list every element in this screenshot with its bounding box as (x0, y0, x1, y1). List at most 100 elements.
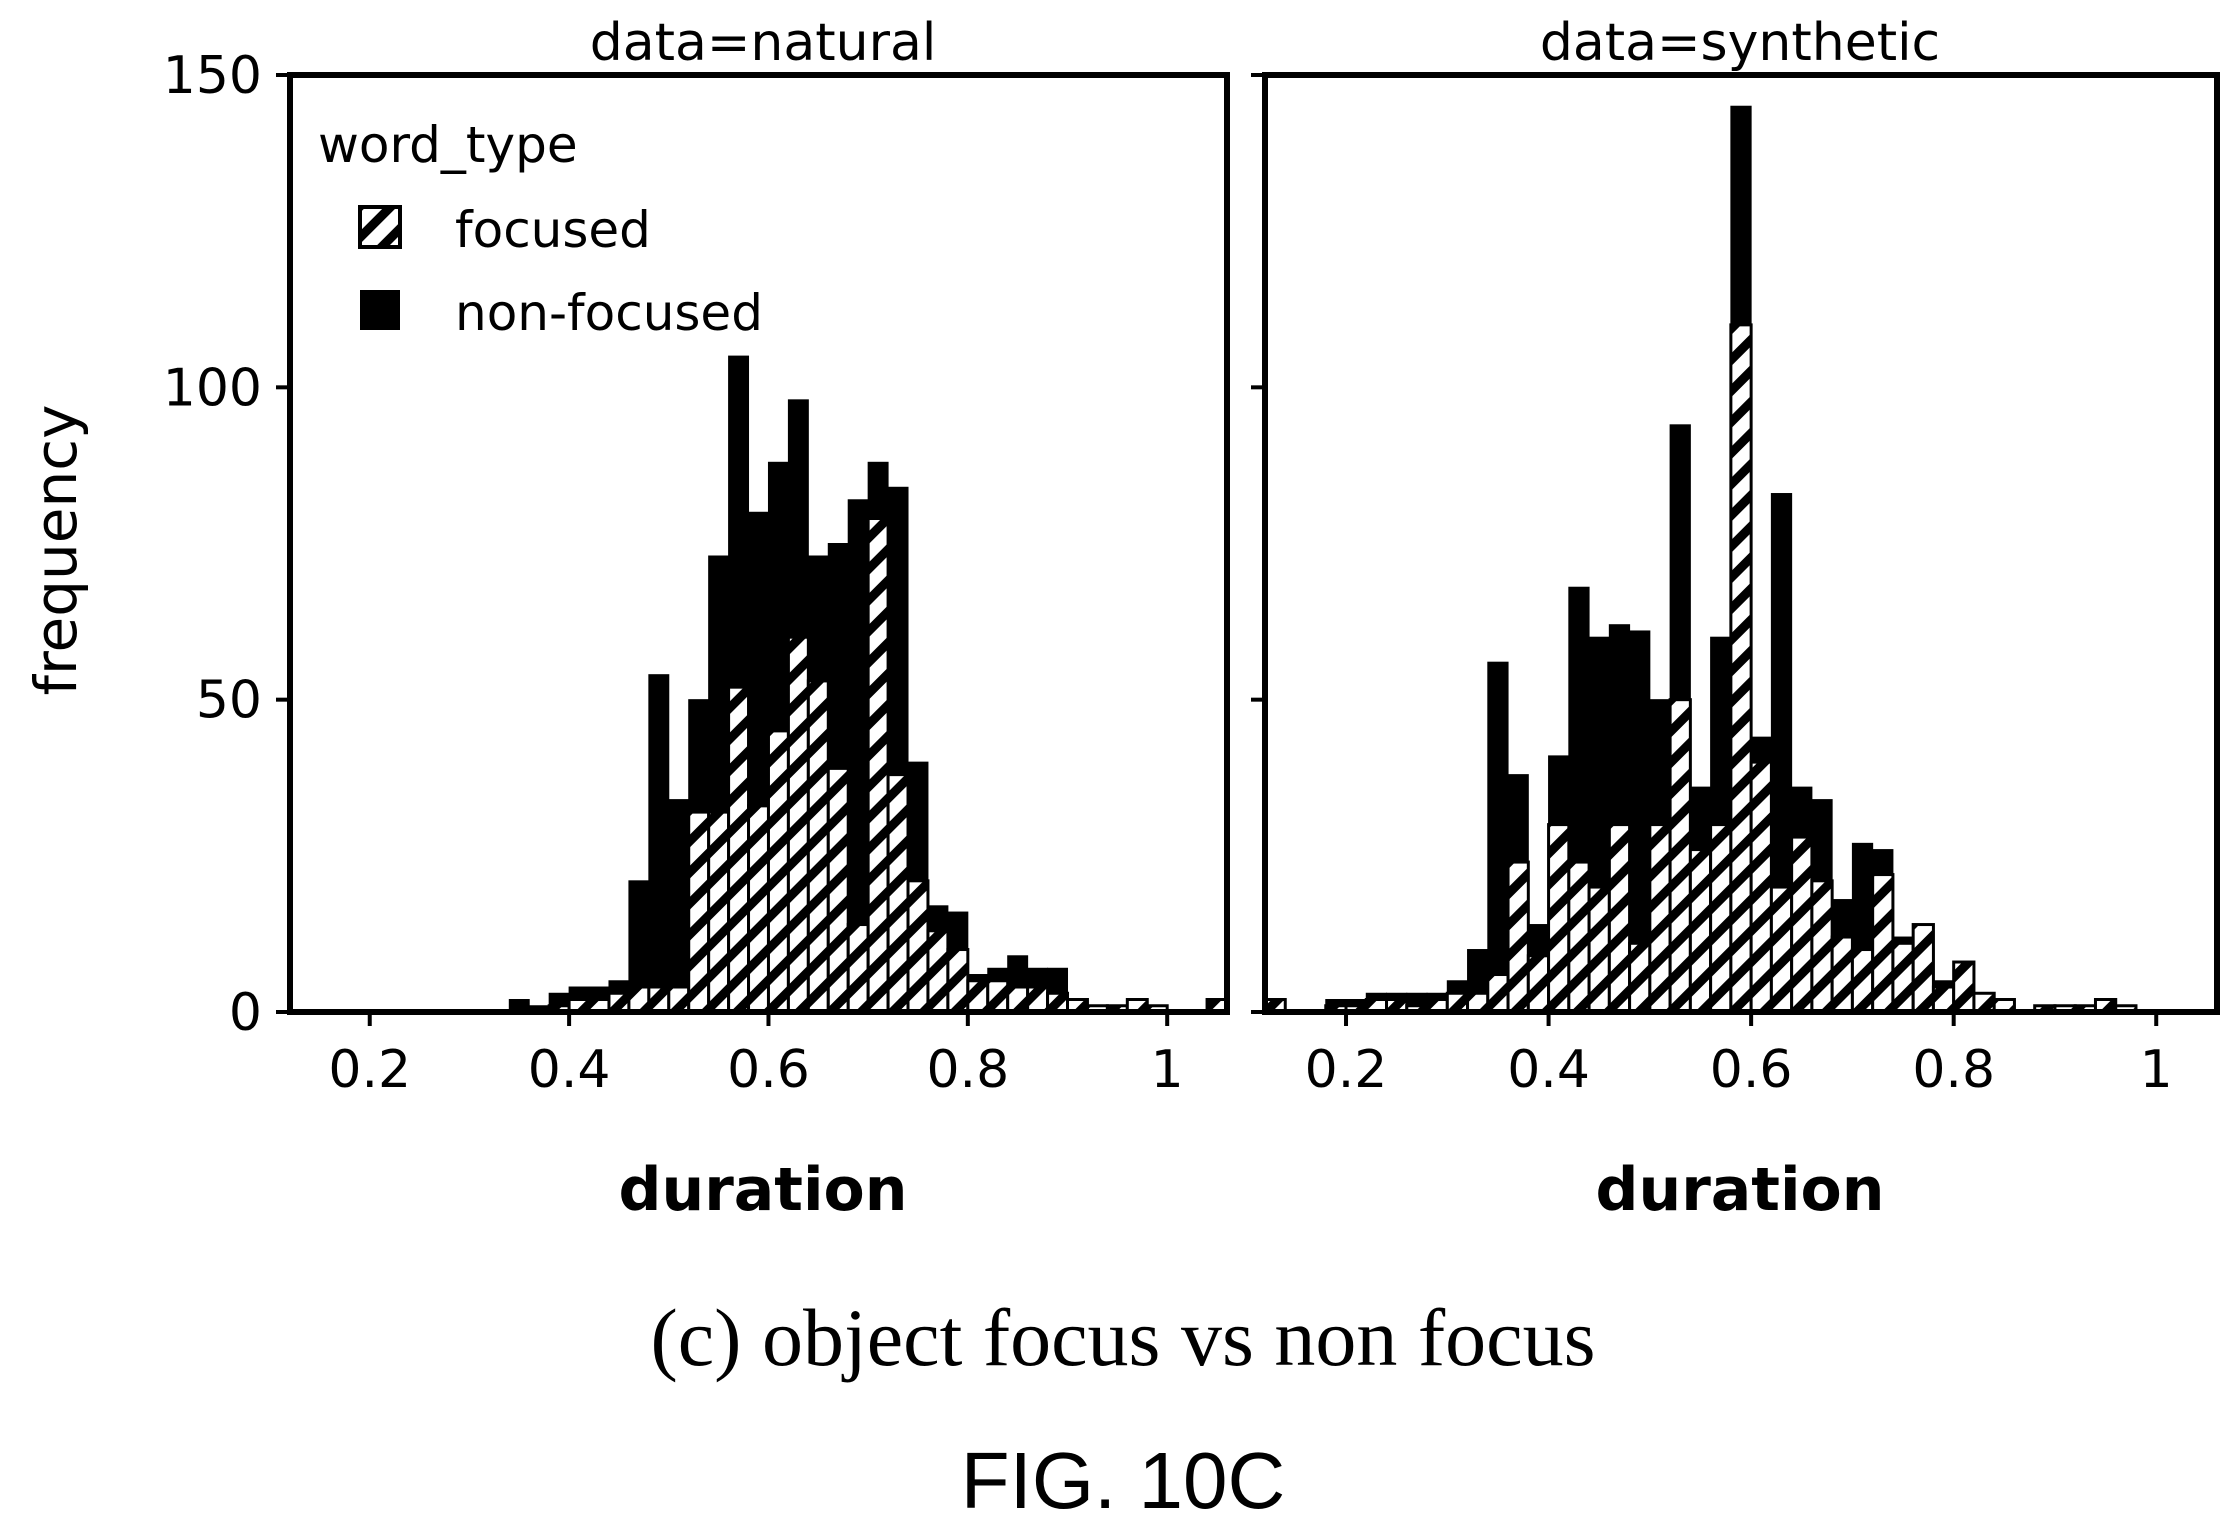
bar-non-focused (748, 511, 769, 807)
bar-focused (1668, 698, 1692, 1014)
bar-non-focused (947, 911, 969, 951)
bar-non-focused (1770, 493, 1793, 888)
x-tick-label: 0.8 (1912, 1040, 1995, 1100)
legend-swatch-focused (358, 205, 402, 249)
bar-non-focused (1669, 424, 1691, 701)
x-ticks: 0.2 0.4 0.6 0.8 1 (1305, 1012, 2173, 1100)
x-tick-label: 0.2 (1305, 1040, 1388, 1100)
bar-focused (806, 679, 830, 1014)
y-ticks: 0 50 100 150 (163, 46, 290, 1043)
legend-label-non-focused: non-focused (455, 284, 763, 342)
bar-focused (1871, 873, 1895, 1014)
legend: word_type focused non-focused (318, 116, 763, 342)
bar-non-focused (1588, 636, 1610, 888)
panel-synthetic: data=synthetic 0.2 0.4 0.6 0.8 1 duration (1251, 13, 2220, 1225)
bar-non-focused (708, 555, 730, 813)
bar-focused (1567, 860, 1591, 1014)
bar-non-focused (628, 880, 650, 988)
bar-focused (1026, 985, 1050, 1014)
bar-focused (1709, 823, 1733, 1014)
x-tick-label: 0.8 (926, 1040, 1009, 1100)
bar-non-focused (1932, 980, 1955, 988)
bar-focused (846, 923, 870, 1014)
bar-non-focused (1791, 786, 1813, 838)
bar-focused (687, 810, 711, 1014)
bar-non-focused (688, 699, 710, 813)
bar-focused (667, 985, 691, 1014)
bar-non-focused (1365, 992, 1388, 1001)
bar-non-focused (787, 399, 809, 638)
bar-focused (886, 773, 910, 1014)
bar-focused (1729, 323, 1753, 1014)
bar-non-focused (1345, 999, 1367, 1007)
bar-focused (1911, 923, 1935, 1014)
bars (508, 355, 1229, 1014)
y-tick-label: 50 (196, 671, 262, 731)
plot-frame (1262, 72, 2220, 1015)
bar-focused (1810, 879, 1834, 1014)
y-axis-label: frequency (22, 405, 90, 696)
panel-title: data=natural (590, 13, 937, 73)
bar-non-focused (728, 355, 750, 688)
bar-non-focused (1325, 999, 1347, 1007)
x-tick-label: 1 (2140, 1040, 2173, 1100)
bar-non-focused (648, 674, 670, 988)
bar-non-focused (847, 499, 869, 926)
bar-non-focused (608, 980, 630, 994)
bar-focused (1850, 948, 1875, 1014)
figure-label: FIG. 10C (961, 1436, 1286, 1525)
x-tick-label: 0.4 (528, 1040, 611, 1100)
bar-non-focused (1548, 755, 1570, 826)
bar-focused (1931, 985, 1956, 1014)
bar-non-focused (1892, 936, 1914, 944)
bar-focused (946, 948, 970, 1014)
bar-focused (1486, 973, 1510, 1014)
bar-non-focused (1527, 924, 1550, 957)
bar-focused (1749, 760, 1773, 1014)
bar-non-focused (1710, 636, 1732, 826)
bar-non-focused (568, 986, 590, 1001)
bar-non-focused (1689, 786, 1712, 851)
bars (1263, 105, 2138, 1014)
bar-non-focused (668, 799, 690, 988)
legend-label-focused: focused (455, 201, 651, 259)
y-tick-label: 0 (229, 983, 262, 1043)
bar-focused (1769, 885, 1794, 1014)
bar-focused (926, 929, 950, 1014)
bar-focused (1952, 960, 1976, 1014)
bar-non-focused (1406, 992, 1428, 1007)
legend-swatch-non-focused (360, 290, 400, 330)
panel-title: data=synthetic (1540, 13, 1940, 73)
bar-focused (627, 985, 651, 1014)
bar-non-focused (1608, 624, 1631, 826)
bar-focused (747, 804, 770, 1014)
bar-focused (727, 685, 751, 1014)
y-tick-label: 100 (163, 358, 262, 418)
plot-frame (287, 72, 1230, 1015)
x-axis-label: duration (1596, 1155, 1885, 1225)
bar-non-focused (767, 461, 789, 732)
bar-non-focused (1851, 842, 1874, 951)
panel-natural: data=natural frequency 0 50 100 150 0.2 0.4 0… (22, 13, 1230, 1225)
bar-focused (1506, 860, 1530, 1014)
bar-non-focused (967, 974, 989, 982)
bar-focused (1648, 823, 1672, 1014)
bar-focused (866, 517, 890, 1014)
bar-focused (1547, 823, 1571, 1014)
bar-focused (766, 729, 790, 1014)
legend-title: word_type (318, 116, 578, 174)
bar-non-focused (927, 905, 949, 932)
x-tick-label: 0.4 (1507, 1040, 1590, 1100)
figure-caption: (c) object focus vs non focus (650, 1292, 1595, 1383)
x-ticks: 0.2 0.4 0.6 0.8 1 (328, 1012, 1184, 1100)
x-tick-label: 0.6 (727, 1040, 810, 1100)
bar-non-focused (588, 986, 610, 1001)
bar-non-focused (987, 967, 1009, 982)
bar-non-focused (887, 486, 909, 776)
bar-focused (1526, 954, 1551, 1014)
bar-non-focused (1426, 992, 1448, 1001)
x-tick-label: 0.2 (328, 1040, 411, 1100)
bar-focused (1006, 985, 1030, 1014)
y-tick-label: 150 (163, 46, 262, 106)
bar-focused (707, 810, 731, 1014)
